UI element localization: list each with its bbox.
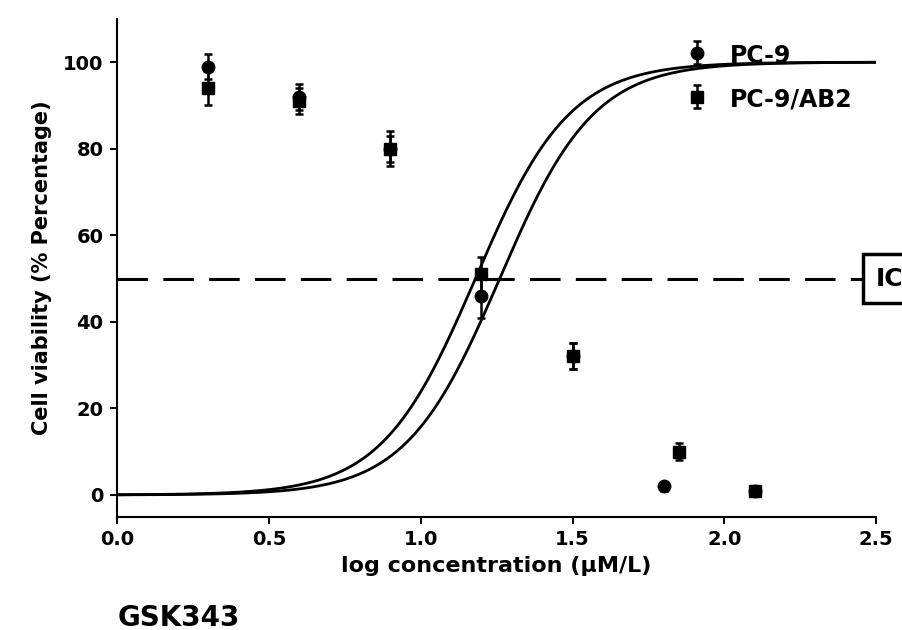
Legend: PC-9, PC-9/AB2: PC-9, PC-9/AB2 [670, 31, 863, 123]
Text: GSK343: GSK343 [117, 604, 240, 630]
Y-axis label: Cell viability (% Percentage): Cell viability (% Percentage) [32, 100, 52, 435]
X-axis label: log concentration (μM/L): log concentration (μM/L) [341, 556, 651, 576]
Text: IC50: IC50 [875, 266, 902, 290]
